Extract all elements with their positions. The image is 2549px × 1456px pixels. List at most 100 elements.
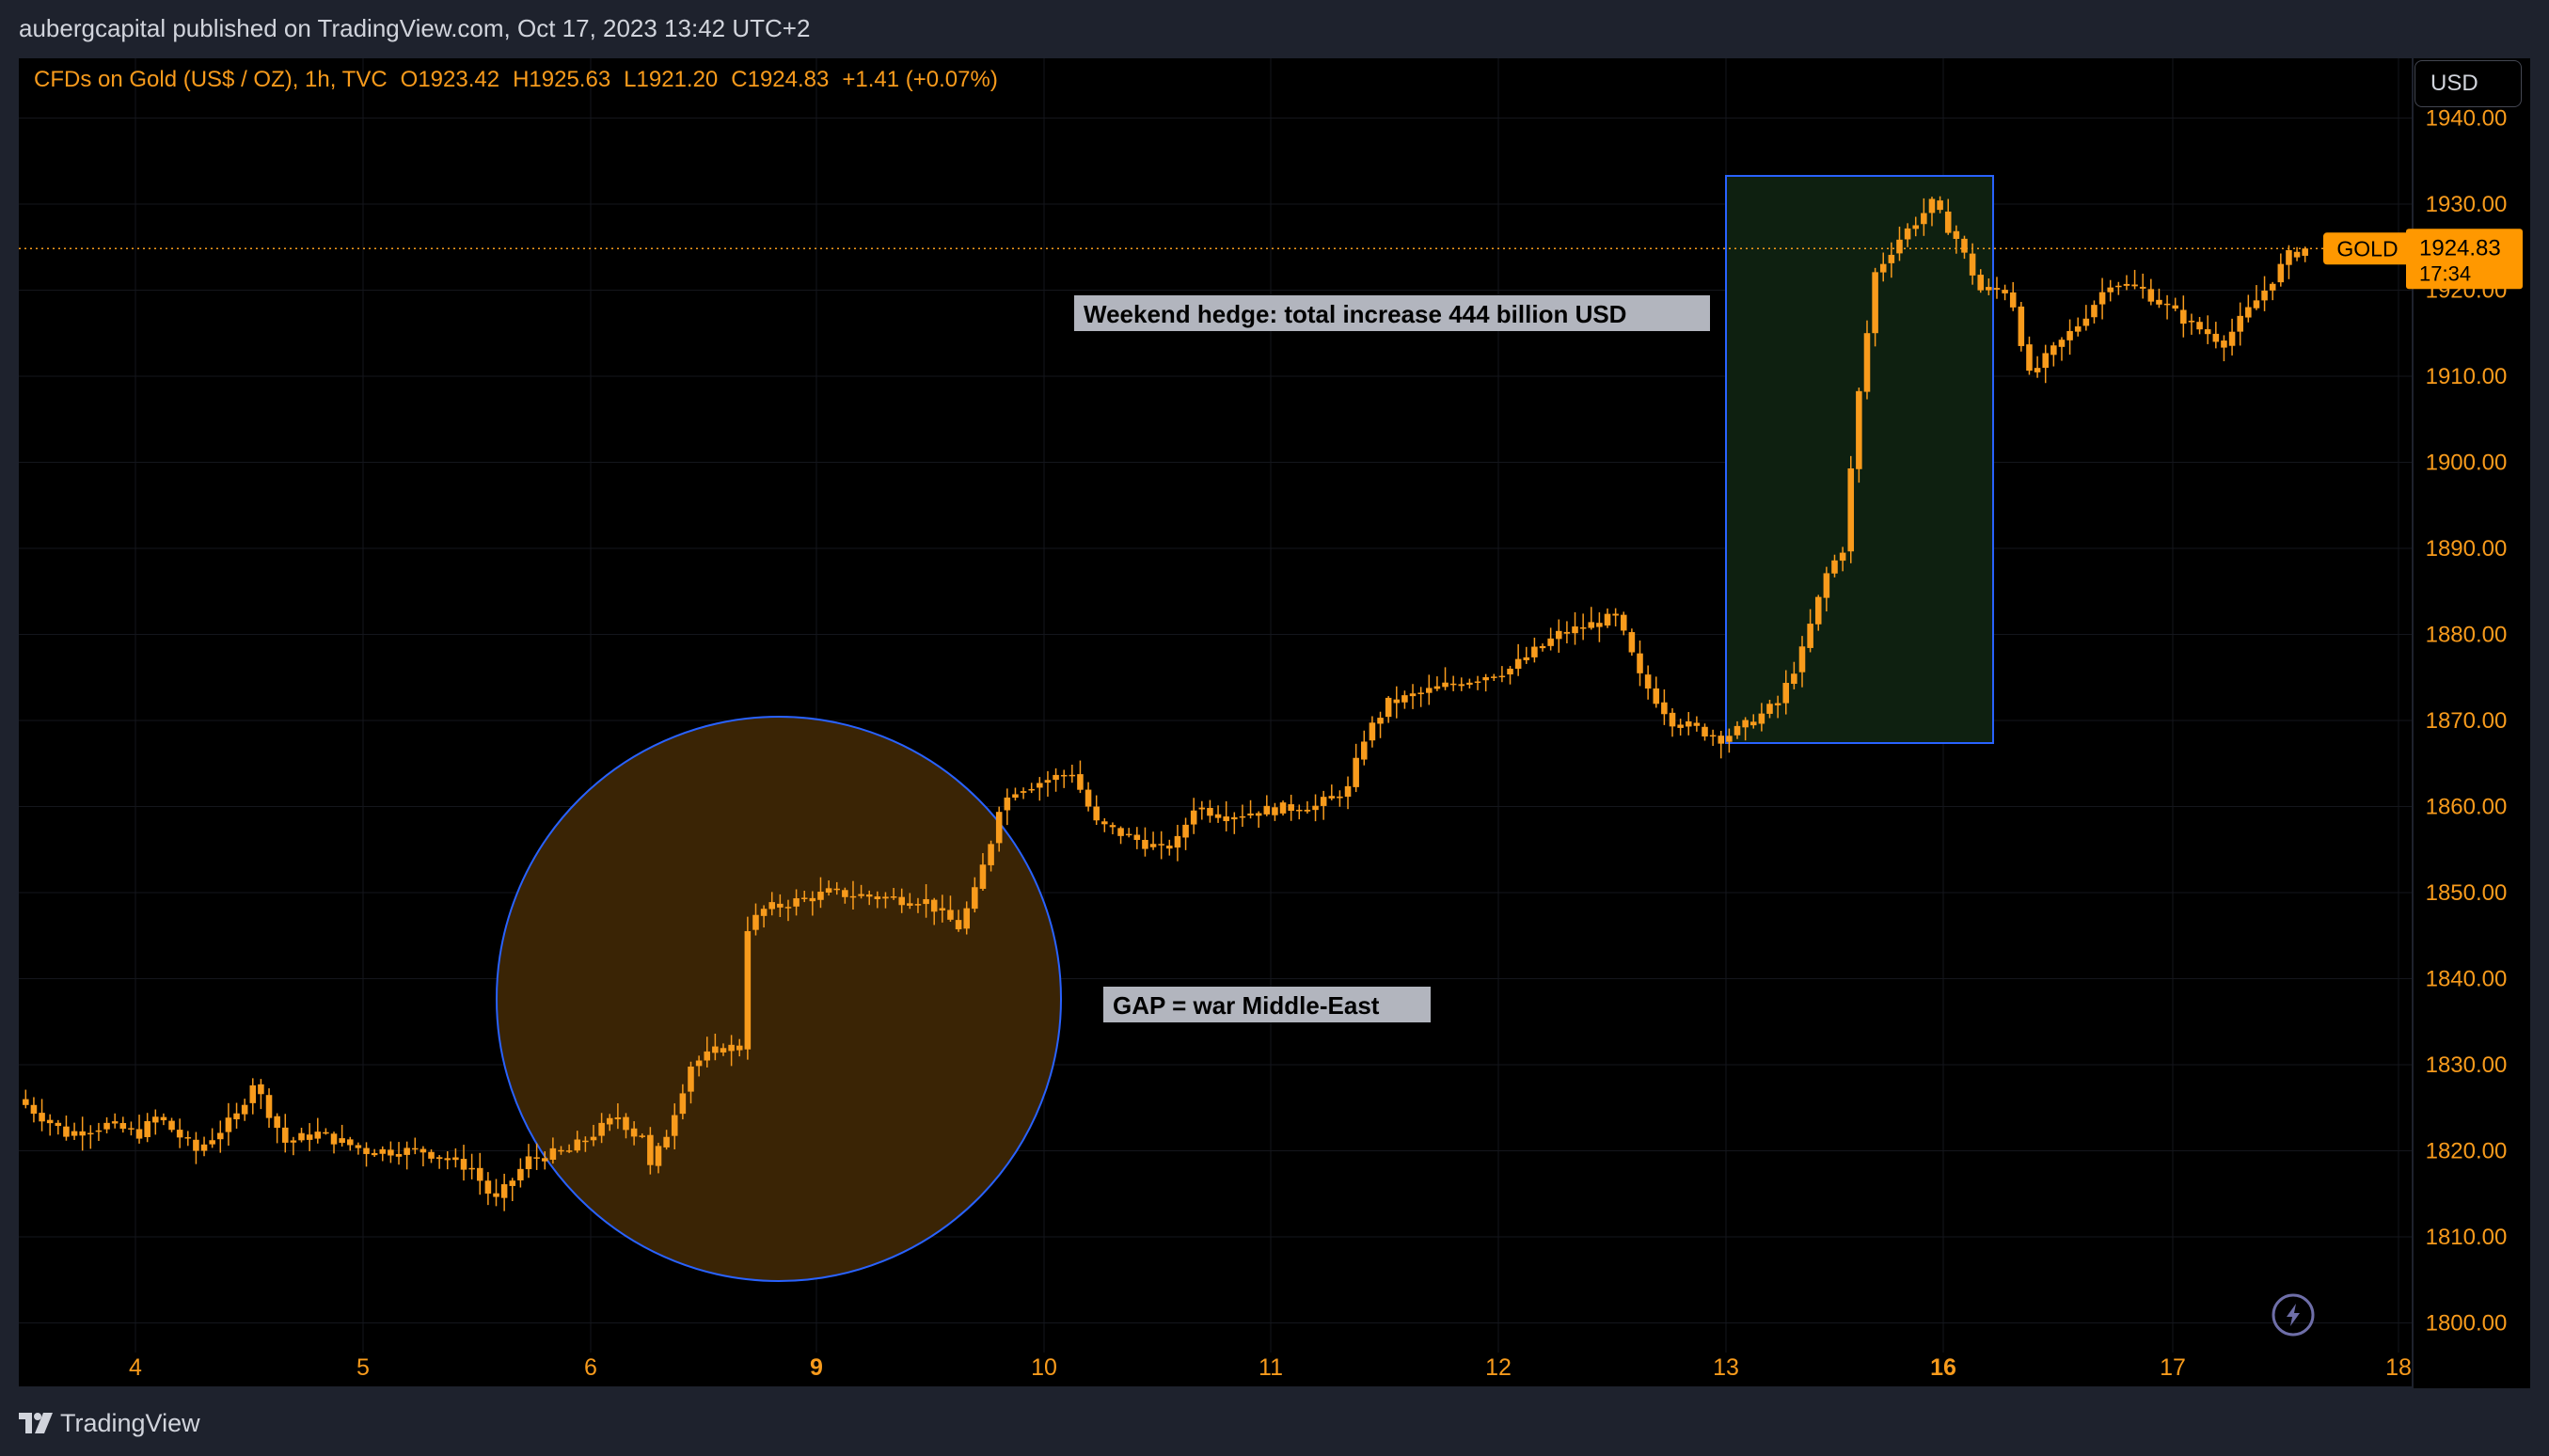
annotation-weekend-hedge[interactable]: Weekend hedge: total increase 444 billio… xyxy=(1084,300,1626,328)
gap-highlight-circle[interactable] xyxy=(496,716,1062,1282)
candle-body xyxy=(1279,802,1287,814)
candle-body xyxy=(509,1180,516,1186)
candle-body xyxy=(914,904,922,906)
candle-body xyxy=(339,1138,345,1144)
candle-body xyxy=(1369,722,1376,741)
candle-body xyxy=(1986,287,1992,291)
candle-body xyxy=(1214,814,1222,818)
candle-body xyxy=(2221,340,2227,348)
candle-body xyxy=(784,907,792,909)
annotation-gap-bg[interactable] xyxy=(1103,987,1431,1022)
candle-body xyxy=(1109,825,1116,828)
symbol-legend: CFDs on Gold (US$ / OZ), 1h, TVC O1923.42… xyxy=(34,67,1011,93)
candle-body xyxy=(558,1149,564,1152)
candle-body xyxy=(947,910,954,920)
lightning-icon[interactable] xyxy=(2272,1293,2315,1337)
candle-body xyxy=(1337,796,1343,799)
candle-body xyxy=(1742,720,1749,728)
candle-body xyxy=(1961,238,1968,253)
candle-body xyxy=(1653,688,1660,704)
candle-body xyxy=(500,1184,508,1198)
candle-body xyxy=(1847,467,1855,552)
legend-close: C1924.83 xyxy=(731,67,830,92)
time-tick-label: 4 xyxy=(129,1354,142,1381)
candle-body xyxy=(1442,682,1449,688)
candle-body xyxy=(103,1122,110,1130)
candle-body xyxy=(355,1145,362,1148)
candle-body xyxy=(1296,809,1303,812)
candle-body xyxy=(1839,552,1846,562)
candle-body xyxy=(1620,614,1627,631)
candle-body xyxy=(233,1113,240,1120)
price-axis[interactable]: 1800.00 1810.00 1820.00 1830.00 1840.00 1850.… xyxy=(2426,106,2508,1337)
candle-body xyxy=(695,1060,703,1067)
candle-body xyxy=(2245,307,2252,318)
candle-body xyxy=(1044,780,1052,783)
candle-body xyxy=(2212,333,2220,342)
candle-body xyxy=(1831,560,1838,574)
time-tick-label: 5 xyxy=(356,1354,370,1381)
candle-body xyxy=(1149,844,1157,847)
symbol-description[interactable]: CFDs on Gold (US$ / OZ), 1h, TVC xyxy=(34,67,388,92)
candle-body xyxy=(176,1130,183,1138)
candle-body xyxy=(2123,283,2130,286)
time-tick-label: 10 xyxy=(1031,1354,1057,1381)
tradingview-logo[interactable]: TradingView xyxy=(19,1407,200,1439)
candle-body xyxy=(1004,797,1011,811)
candle-body xyxy=(1523,657,1530,660)
candle-body xyxy=(1514,658,1522,670)
candle-body xyxy=(1458,684,1465,687)
candle-body xyxy=(2286,249,2292,265)
candle-body xyxy=(598,1122,605,1136)
candle-body xyxy=(995,812,1003,844)
annotation-gap[interactable]: GAP = war Middle-East xyxy=(1113,991,1380,1020)
candle-body xyxy=(1709,735,1717,737)
candle-body xyxy=(565,1150,573,1152)
candle-body xyxy=(452,1157,459,1161)
price-tick-label: 1900.00 xyxy=(2426,451,2508,476)
candle-body xyxy=(1255,813,1262,816)
candle-body xyxy=(2196,322,2203,330)
candle-body xyxy=(525,1156,532,1170)
candle-body xyxy=(728,1044,735,1052)
candle-body xyxy=(1718,736,1725,744)
candle-body xyxy=(1012,794,1019,799)
candle-body xyxy=(111,1121,119,1124)
candle-body xyxy=(2293,251,2301,258)
candle-body xyxy=(135,1129,143,1139)
candle-body xyxy=(549,1147,557,1161)
candle-body xyxy=(95,1130,103,1132)
candle-body xyxy=(882,896,889,899)
candle-body xyxy=(2147,289,2155,302)
candle-body xyxy=(1604,613,1611,626)
price-chart[interactable]: 4 5 6 9 10 11 12 13 16 17 18 1800.00 1810.00 1820.00… xyxy=(19,58,2530,1388)
candle-body xyxy=(55,1122,62,1127)
chart-area[interactable]: 4 5 6 9 10 11 12 13 16 17 18 1800.00 1810.00 1820.00… xyxy=(19,58,2530,1388)
currency-button[interactable]: USD xyxy=(2414,60,2522,107)
candle-body xyxy=(1814,596,1822,625)
price-tick-label: 1820.00 xyxy=(2426,1139,2508,1164)
candle-body xyxy=(1101,821,1108,825)
candle-body xyxy=(865,894,873,897)
candle-body xyxy=(533,1157,540,1159)
candle-body xyxy=(655,1146,662,1166)
candle-body xyxy=(1449,683,1457,686)
candle-body xyxy=(2074,326,2082,332)
candle-body xyxy=(435,1157,443,1160)
candle-body xyxy=(2228,331,2236,346)
candle-body xyxy=(988,844,994,865)
candle-body xyxy=(23,1099,29,1105)
candle-body xyxy=(371,1152,378,1156)
candle-body xyxy=(1304,809,1311,812)
candle-body xyxy=(1572,626,1578,634)
candle-body xyxy=(160,1116,167,1121)
candle-body xyxy=(2204,329,2211,335)
candle-body xyxy=(517,1168,524,1180)
candle-body xyxy=(1555,630,1562,640)
annotation-weekend-hedge-bg[interactable] xyxy=(1074,295,1710,331)
candle-body xyxy=(152,1116,159,1123)
candle-body xyxy=(1344,785,1352,798)
candle-body xyxy=(388,1149,394,1156)
candle-body xyxy=(704,1051,711,1061)
candle-body xyxy=(1507,668,1513,675)
